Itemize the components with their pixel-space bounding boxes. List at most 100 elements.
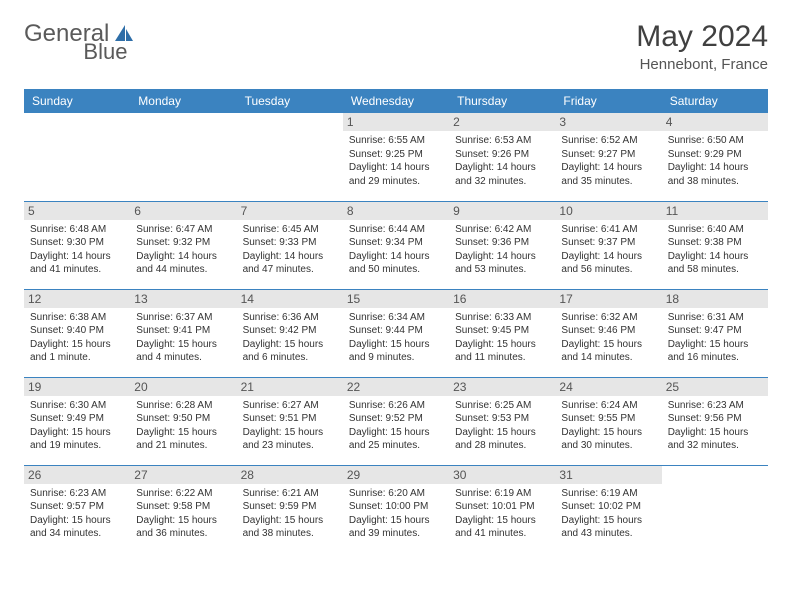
calendar-cell: 6Sunrise: 6:47 AMSunset: 9:32 PMDaylight… <box>130 201 236 289</box>
calendar-cell: 5 Sunrise: 6:48 AMSunset: 9:30 PMDaylight… <box>24 201 130 289</box>
sunset-text: Sunset: 9:46 PM <box>561 324 655 338</box>
day-details: Sunrise: 6:55 AMSunset: 9:25 PMDaylight:… <box>349 134 443 188</box>
day-number: 31 <box>555 466 661 484</box>
day-number: 12 <box>24 290 130 308</box>
day-details: Sunrise: 6:22 AMSunset: 9:58 PMDaylight:… <box>136 487 230 541</box>
day-details: Sunrise: 6:50 AMSunset: 9:29 PMDaylight:… <box>668 134 762 188</box>
day-details: Sunrise: 6:27 AMSunset: 9:51 PMDaylight:… <box>243 399 337 453</box>
calendar-cell: 28Sunrise: 6:21 AMSunset: 9:59 PMDayligh… <box>237 465 343 553</box>
day-number: 3 <box>555 113 661 131</box>
sunset-text: Sunset: 9:42 PM <box>243 324 337 338</box>
day-number: 20 <box>130 378 236 396</box>
daylight-text: Daylight: 15 hours and 25 minutes. <box>349 426 443 453</box>
calendar-cell: 21 Sunrise: 6:27 AMSunset: 9:51 PMDayligh… <box>237 377 343 465</box>
day-number: 5 <box>24 202 130 220</box>
sunrise-text: Sunrise: 6:50 AM <box>668 134 762 148</box>
calendar-row: 19 Sunrise: 6:30 AMSunset: 9:49 PMDayligh… <box>24 377 768 465</box>
calendar-cell: 26Sunrise: 6:23 AMSunset: 9:57 PMDayligh… <box>24 465 130 553</box>
calendar-cell: 19 Sunrise: 6:30 AMSunset: 9:49 PMDayligh… <box>24 377 130 465</box>
sunrise-text: Sunrise: 6:42 AM <box>455 223 549 237</box>
day-number: 29 <box>343 466 449 484</box>
col-wednesday: Wednesday <box>343 89 449 113</box>
day-details: Sunrise: 6:42 AMSunset: 9:36 PMDaylight:… <box>455 223 549 277</box>
day-details: Sunrise: 6:26 AMSunset: 9:52 PMDaylight:… <box>349 399 443 453</box>
day-number: 19 <box>24 378 130 396</box>
day-number: 17 <box>555 290 661 308</box>
sunset-text: Sunset: 9:34 PM <box>349 236 443 250</box>
calendar-row: 12 Sunrise: 6:38 AMSunset: 9:40 PMDayligh… <box>24 289 768 377</box>
day-details: Sunrise: 6:47 AMSunset: 9:32 PMDaylight:… <box>136 223 230 277</box>
calendar-cell: 15 Sunrise: 6:34 AMSunset: 9:44 PMDayligh… <box>343 289 449 377</box>
sunrise-text: Sunrise: 6:36 AM <box>243 311 337 325</box>
day-number: 4 <box>662 113 768 131</box>
sunset-text: Sunset: 9:51 PM <box>243 412 337 426</box>
sunset-text: Sunset: 9:37 PM <box>561 236 655 250</box>
daylight-text: Daylight: 14 hours and 58 minutes. <box>668 250 762 277</box>
col-sunday: Sunday <box>24 89 130 113</box>
day-details: Sunrise: 6:30 AMSunset: 9:49 PMDaylight:… <box>30 399 124 453</box>
col-friday: Friday <box>555 89 661 113</box>
calendar-row: 1Sunrise: 6:55 AMSunset: 9:25 PMDaylight… <box>24 113 768 201</box>
calendar-cell: 27Sunrise: 6:22 AMSunset: 9:58 PMDayligh… <box>130 465 236 553</box>
daylight-text: Daylight: 15 hours and 16 minutes. <box>668 338 762 365</box>
sunrise-text: Sunrise: 6:23 AM <box>668 399 762 413</box>
day-details: Sunrise: 6:23 AMSunset: 9:57 PMDaylight:… <box>30 487 124 541</box>
sunset-text: Sunset: 9:41 PM <box>136 324 230 338</box>
calendar-cell: 11Sunrise: 6:40 AMSunset: 9:38 PMDayligh… <box>662 201 768 289</box>
title-block: May 2024 Hennebont, France <box>636 20 768 73</box>
sunrise-text: Sunrise: 6:55 AM <box>349 134 443 148</box>
weekday-header-row: Sunday Monday Tuesday Wednesday Thursday… <box>24 89 768 113</box>
day-number: 30 <box>449 466 555 484</box>
daylight-text: Daylight: 15 hours and 38 minutes. <box>243 514 337 541</box>
sunrise-text: Sunrise: 6:41 AM <box>561 223 655 237</box>
day-details: Sunrise: 6:48 AMSunset: 9:30 PMDaylight:… <box>30 223 124 277</box>
logo: General Blue <box>24 20 183 48</box>
daylight-text: Daylight: 14 hours and 32 minutes. <box>455 161 549 188</box>
day-details: Sunrise: 6:34 AMSunset: 9:44 PMDaylight:… <box>349 311 443 365</box>
day-details: Sunrise: 6:44 AMSunset: 9:34 PMDaylight:… <box>349 223 443 277</box>
sunset-text: Sunset: 9:53 PM <box>455 412 549 426</box>
day-details: Sunrise: 6:19 AMSunset: 10:02 PMDaylight… <box>561 487 655 541</box>
calendar-cell: 24 Sunrise: 6:24 AMSunset: 9:55 PMDayligh… <box>555 377 661 465</box>
col-thursday: Thursday <box>449 89 555 113</box>
day-details: Sunrise: 6:40 AMSunset: 9:38 PMDaylight:… <box>668 223 762 277</box>
col-monday: Monday <box>130 89 236 113</box>
sunset-text: Sunset: 9:27 PM <box>561 148 655 162</box>
day-number: 28 <box>237 466 343 484</box>
daylight-text: Daylight: 15 hours and 14 minutes. <box>561 338 655 365</box>
day-number: 24 <box>555 378 661 396</box>
daylight-text: Daylight: 15 hours and 30 minutes. <box>561 426 655 453</box>
day-details: Sunrise: 6:52 AMSunset: 9:27 PMDaylight:… <box>561 134 655 188</box>
calendar-cell: 2Sunrise: 6:53 AMSunset: 9:26 PMDaylight… <box>449 113 555 201</box>
day-details: Sunrise: 6:24 AMSunset: 9:55 PMDaylight:… <box>561 399 655 453</box>
calendar-cell: 29 Sunrise: 6:20 AMSunset: 10:00 PMDaylig… <box>343 465 449 553</box>
calendar-cell: 25Sunrise: 6:23 AMSunset: 9:56 PMDayligh… <box>662 377 768 465</box>
day-details: Sunrise: 6:20 AMSunset: 10:00 PMDaylight… <box>349 487 443 541</box>
calendar-cell: 14Sunrise: 6:36 AMSunset: 9:42 PMDayligh… <box>237 289 343 377</box>
sunrise-text: Sunrise: 6:38 AM <box>30 311 124 325</box>
day-number: 21 <box>237 378 343 396</box>
daylight-text: Daylight: 15 hours and 41 minutes. <box>455 514 549 541</box>
header: General Blue May 2024 Hennebont, France <box>24 20 768 73</box>
day-details: Sunrise: 6:41 AMSunset: 9:37 PMDaylight:… <box>561 223 655 277</box>
day-details: Sunrise: 6:32 AMSunset: 9:46 PMDaylight:… <box>561 311 655 365</box>
calendar-row: 26Sunrise: 6:23 AMSunset: 9:57 PMDayligh… <box>24 465 768 553</box>
calendar-cell <box>662 465 768 553</box>
daylight-text: Daylight: 15 hours and 11 minutes. <box>455 338 549 365</box>
daylight-text: Daylight: 14 hours and 35 minutes. <box>561 161 655 188</box>
calendar-row: 5 Sunrise: 6:48 AMSunset: 9:30 PMDaylight… <box>24 201 768 289</box>
sunset-text: Sunset: 9:59 PM <box>243 500 337 514</box>
calendar-cell: 23Sunrise: 6:25 AMSunset: 9:53 PMDayligh… <box>449 377 555 465</box>
calendar-cell <box>130 113 236 201</box>
sunrise-text: Sunrise: 6:37 AM <box>136 311 230 325</box>
calendar-cell: 22Sunrise: 6:26 AMSunset: 9:52 PMDayligh… <box>343 377 449 465</box>
day-number: 15 <box>343 290 449 308</box>
day-details: Sunrise: 6:38 AMSunset: 9:40 PMDaylight:… <box>30 311 124 365</box>
sunset-text: Sunset: 9:52 PM <box>349 412 443 426</box>
sunset-text: Sunset: 9:38 PM <box>668 236 762 250</box>
sunrise-text: Sunrise: 6:45 AM <box>243 223 337 237</box>
calendar-cell: 13Sunrise: 6:37 AMSunset: 9:41 PMDayligh… <box>130 289 236 377</box>
sunset-text: Sunset: 9:30 PM <box>30 236 124 250</box>
sunrise-text: Sunrise: 6:25 AM <box>455 399 549 413</box>
page-title: May 2024 <box>636 20 768 54</box>
